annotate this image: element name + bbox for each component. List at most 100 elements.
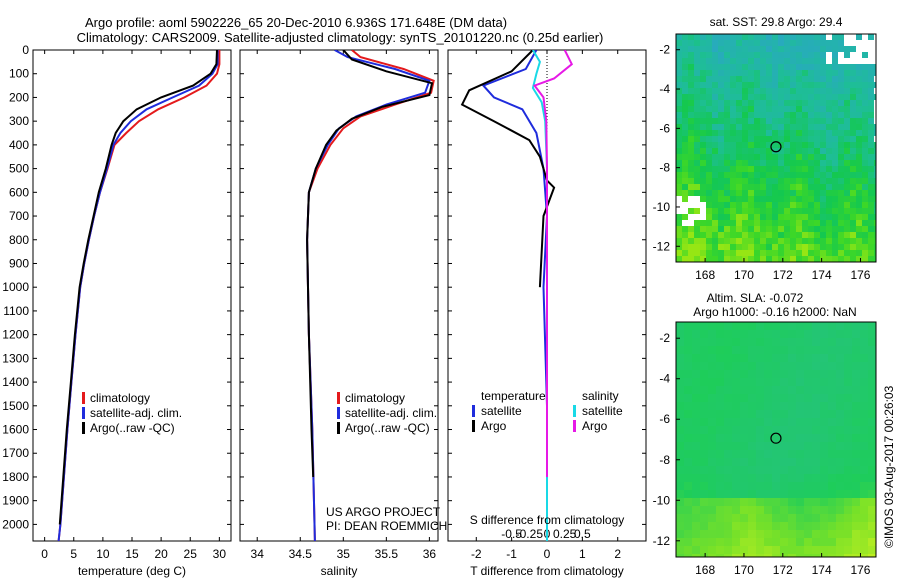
- heatmap-cell: [836, 522, 845, 531]
- heatmap-cell: [700, 250, 707, 257]
- heatmap-cell: [742, 40, 749, 47]
- heatmap-cell: [868, 172, 875, 179]
- heatmap-cell: [788, 450, 797, 459]
- heatmap-cell: [736, 112, 743, 119]
- heatmap-cell: [820, 362, 829, 371]
- heatmap-cell: [874, 154, 876, 161]
- heatmap-cell: [712, 130, 719, 137]
- heatmap-cell: [784, 40, 791, 47]
- heatmap-cell: [684, 554, 693, 557]
- heatmap-cell: [874, 256, 876, 262]
- heatmap-cell: [868, 100, 875, 107]
- heatmap-cell: [740, 346, 749, 355]
- heatmap-cell: [838, 160, 845, 167]
- heatmap-cell: [802, 70, 809, 77]
- heatmap-cell: [796, 106, 803, 113]
- x-tick-label: 0: [544, 547, 551, 561]
- heatmap-cell: [756, 482, 765, 491]
- heatmap-cell: [748, 434, 757, 443]
- heatmap-cell: [802, 166, 809, 173]
- heatmap-cell: [826, 148, 833, 155]
- heatmap-cell: [784, 142, 791, 149]
- heatmap-cell: [700, 142, 707, 149]
- heatmap-cell: [820, 94, 827, 101]
- heatmap-cell: [718, 202, 725, 209]
- heatmap-cell: [814, 154, 821, 161]
- heatmap-cell: [754, 142, 761, 149]
- heatmap-cell: [748, 82, 755, 89]
- heatmap-cell: [828, 386, 837, 395]
- heatmap-cell: [868, 546, 876, 555]
- heatmap-cell: [700, 386, 709, 395]
- heatmap-cell: [862, 232, 869, 239]
- heatmap-cell: [676, 124, 683, 131]
- heatmap-cell: [850, 94, 857, 101]
- heatmap-cell: [820, 402, 829, 411]
- heatmap-cell: [724, 466, 733, 475]
- heatmap-cell: [708, 418, 717, 427]
- heatmap-cell: [836, 442, 845, 451]
- heatmap-cell: [784, 76, 791, 83]
- heatmap-cell: [718, 88, 725, 95]
- heatmap-cell: [796, 490, 805, 499]
- heatmap-cell: [856, 208, 863, 215]
- heatmap-cell: [730, 214, 737, 221]
- heatmap-cell: [748, 426, 757, 435]
- sla-map-title-line1: Altim. SLA: -0.072: [707, 291, 804, 305]
- heatmap-cell: [868, 418, 876, 427]
- heatmap-cell: [862, 88, 869, 95]
- heatmap-cell: [718, 226, 725, 233]
- heatmap-cell: [868, 232, 875, 239]
- heatmap-cell: [756, 522, 765, 531]
- heatmap-cell: [802, 208, 809, 215]
- heatmap-cell: [826, 142, 833, 149]
- y-tick-label: -10: [653, 493, 671, 507]
- heatmap-cell: [808, 256, 815, 262]
- heatmap-cell: [756, 402, 765, 411]
- heatmap-cell: [676, 546, 685, 555]
- heatmap-cell: [832, 82, 839, 89]
- heatmap-cell: [766, 196, 773, 203]
- heatmap-cell: [754, 82, 761, 89]
- heatmap-cell: [718, 46, 725, 53]
- heatmap-cell: [820, 136, 827, 143]
- heatmap-cell: [796, 256, 803, 262]
- heatmap-cell: [778, 106, 785, 113]
- heatmap-cell: [676, 554, 685, 557]
- heatmap-cell: [694, 142, 701, 149]
- heatmap-cell: [778, 214, 785, 221]
- heatmap-cell: [718, 94, 725, 101]
- heatmap-cell: [708, 346, 717, 355]
- heatmap-cell: [760, 136, 767, 143]
- heatmap-cell: [836, 418, 845, 427]
- heatmap-cell: [862, 76, 869, 83]
- heatmap-cell: [718, 40, 725, 47]
- heatmap-cell: [682, 214, 689, 221]
- heatmap-cell: [796, 118, 803, 125]
- heatmap-cell: [676, 76, 683, 83]
- heatmap-cell: [808, 190, 815, 197]
- heatmap-cell: [688, 166, 695, 173]
- heatmap-cell: [820, 354, 829, 363]
- heatmap-cell: [732, 322, 741, 331]
- heatmap-cell: [712, 82, 719, 89]
- x-tick-label: 170: [734, 563, 754, 577]
- heatmap-cell: [676, 82, 683, 89]
- heatmap-cell: [688, 52, 695, 59]
- heatmap-cell: [718, 184, 725, 191]
- heatmap-cell: [748, 154, 755, 161]
- heatmap-cell: [784, 70, 791, 77]
- heatmap-cell: [736, 208, 743, 215]
- heatmap-cell: [772, 70, 779, 77]
- heatmap-cell: [814, 148, 821, 155]
- heatmap-cell: [754, 76, 761, 83]
- heatmap-cell: [862, 214, 869, 221]
- heatmap-cell: [764, 514, 773, 523]
- heatmap-cell: [754, 256, 761, 262]
- heatmap-cell: [730, 76, 737, 83]
- heatmap-cell: [860, 458, 869, 467]
- heatmap-cell: [692, 370, 701, 379]
- heatmap-cell: [756, 362, 765, 371]
- heatmap-cell: [772, 362, 781, 371]
- heatmap-cell: [676, 70, 683, 77]
